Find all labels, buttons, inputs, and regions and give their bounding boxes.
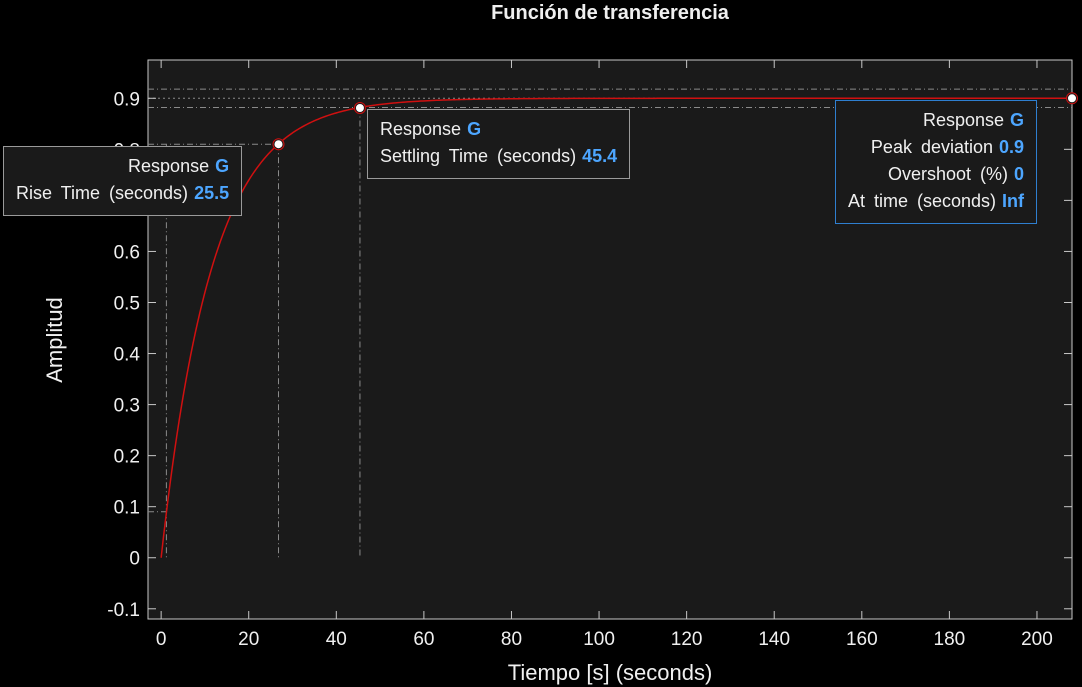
peak-response-tooltip[interactable]: Response G Peak deviation 0.9 Overshoot (%… <box>835 100 1038 224</box>
characteristic-marker-ring <box>353 101 366 114</box>
curve-layer <box>160 97 1072 558</box>
tooltip-settling-time-row: Settling Time (seconds) 45.4 <box>380 143 617 170</box>
y-tick-label: 0.2 <box>114 447 140 468</box>
x-tick-label: 200 <box>1021 629 1053 650</box>
y-tick-label: 0 <box>129 549 140 570</box>
tooltip-overshoot-label: Overshoot (%) <box>887 164 1009 184</box>
rise-time-tooltip[interactable]: Response G Rise Time (seconds) 25.5 <box>3 146 243 216</box>
tooltip-settling-time-label: Settling Time (seconds) <box>380 146 577 166</box>
characteristic-marker-ring <box>272 138 285 151</box>
characteristic-marker-ring <box>1066 92 1078 105</box>
tooltip-response-value: G <box>467 119 482 139</box>
chart-title: Función de transferencia <box>491 2 730 24</box>
tooltip-overshoot-row: Overshoot (%) 0 <box>848 161 1024 188</box>
tooltip-peak-deviation-row: Peak deviation 0.9 <box>848 134 1024 161</box>
y-tick-label: 0.3 <box>114 396 140 417</box>
characteristic-marker <box>272 138 285 151</box>
x-tick-label: 20 <box>238 629 259 650</box>
x-tick-label: 140 <box>758 629 790 650</box>
marker-layer <box>272 92 1078 151</box>
y-tick-label: -0.1 <box>107 600 140 621</box>
tooltip-response-value: G <box>1010 110 1025 130</box>
x-tick-label: 60 <box>413 629 434 650</box>
tooltip-response-row: Response G <box>848 107 1024 134</box>
tooltip-settling-time-value: 45.4 <box>582 146 618 166</box>
y-tick-label: 0.5 <box>114 293 140 314</box>
tooltip-peak-deviation-value: 0.9 <box>999 137 1025 157</box>
tooltip-peak-deviation-label: Peak deviation <box>870 137 994 157</box>
tooltip-response-row: Response G <box>380 116 617 143</box>
x-tick-label: 100 <box>583 629 615 650</box>
tooltip-rise-time-value: 25.5 <box>194 183 230 203</box>
tooltip-at-time-label: At time (seconds) <box>848 191 997 211</box>
y-axis-label: Amplitud <box>42 297 67 383</box>
x-tick-label: 180 <box>934 629 966 650</box>
tooltip-at-time-row: At time (seconds) Inf <box>848 188 1024 215</box>
step-response-line <box>160 97 1072 558</box>
tooltip-at-time-value: Inf <box>1002 191 1025 211</box>
tooltip-response-row: Response G <box>16 153 229 180</box>
x-tick-label: 80 <box>501 629 522 650</box>
tooltip-response-label: Response <box>128 156 210 176</box>
y-tick-label: 0.1 <box>114 498 140 519</box>
tooltip-rise-time-row: Rise Time (seconds) 25.5 <box>16 180 229 207</box>
x-tick-label: 120 <box>671 629 703 650</box>
characteristic-marker <box>353 101 366 114</box>
x-axis-label: Tiempo [s] (seconds) <box>508 660 713 685</box>
x-tick-label: 40 <box>326 629 347 650</box>
tooltip-response-label: Response <box>922 110 1005 130</box>
x-tick-label: 160 <box>846 629 878 650</box>
tooltip-overshoot-value: 0 <box>1014 164 1025 184</box>
tooltip-rise-time-label: Rise Time (seconds) <box>16 183 189 203</box>
tooltip-response-label: Response <box>380 119 462 139</box>
y-tick-label: 0.4 <box>114 345 141 366</box>
x-tick-label: 0 <box>156 629 167 650</box>
settling-time-tooltip[interactable]: Response G Settling Time (seconds) 45.4 <box>367 109 631 179</box>
tooltip-response-value: G <box>215 156 230 176</box>
characteristic-marker <box>1066 92 1078 105</box>
y-tick-label: 0.6 <box>114 242 140 263</box>
y-tick-label: 0.9 <box>114 89 140 110</box>
